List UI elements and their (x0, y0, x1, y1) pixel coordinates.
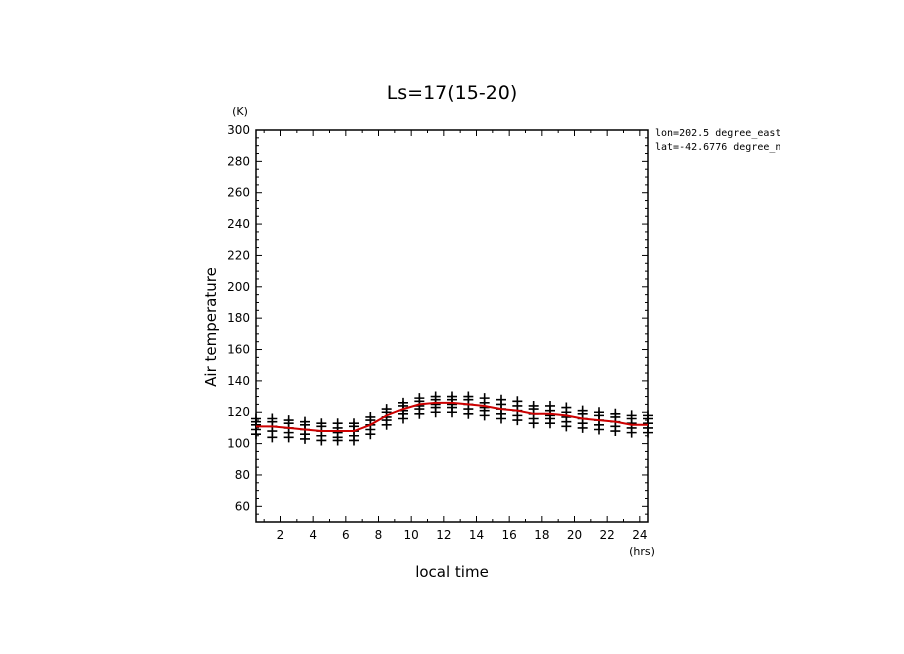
y-tick-label: 300 (227, 123, 250, 137)
data-point (479, 410, 490, 421)
data-point (594, 424, 604, 435)
data-point (267, 432, 278, 443)
data-point (512, 415, 523, 426)
data-point (430, 407, 441, 418)
x-tick-label: 8 (375, 528, 383, 542)
x-tick-label: 12 (436, 528, 451, 542)
x-axis-label: local time (415, 563, 489, 581)
data-point (300, 433, 310, 444)
y-tick-label: 140 (227, 374, 250, 388)
y-tick-label: 120 (227, 405, 250, 419)
x-tick-label: 10 (404, 528, 419, 542)
y-tick-label: 60 (235, 499, 250, 513)
data-point (349, 435, 359, 446)
y-tick-label: 180 (227, 311, 250, 325)
x-tick-label: 14 (469, 528, 484, 542)
data-point (626, 427, 637, 438)
y-tick-label: 260 (227, 186, 250, 200)
data-point (332, 435, 343, 446)
latitude-annotation: lat=-42.6776 degree_north (655, 142, 780, 153)
data-point (496, 413, 506, 424)
data-point (610, 426, 621, 437)
y-tick-label: 160 (227, 343, 250, 357)
y-tick-label: 80 (235, 468, 250, 482)
x-unit-label: (hrs) (629, 545, 655, 558)
y-tick-label: 100 (227, 437, 250, 451)
y-tick-label: 220 (227, 248, 250, 262)
x-tick-label: 24 (632, 528, 647, 542)
data-point (316, 435, 327, 446)
data-point (463, 408, 474, 419)
longitude-annotation: lon=202.5 degree_east (655, 128, 780, 139)
x-tick-label: 2 (277, 528, 285, 542)
x-tick-label: 22 (600, 528, 615, 542)
series-line (256, 401, 648, 433)
y-tick-label: 200 (227, 280, 250, 294)
y-axis-label: Air temperature (202, 267, 220, 387)
data-point (528, 418, 539, 429)
data-point (643, 427, 653, 438)
data-point (447, 407, 457, 418)
data-point (381, 419, 392, 430)
x-tick-label: 6 (342, 528, 350, 542)
chart-title: Ls=17(15-20) (387, 82, 518, 104)
x-tick-label: 20 (567, 528, 582, 542)
data-point (283, 432, 294, 443)
data-point (561, 421, 572, 432)
data-point (398, 413, 408, 424)
data-point (577, 422, 588, 433)
data-point (414, 408, 425, 419)
x-tick-label: 16 (502, 528, 517, 542)
data-point (365, 429, 376, 440)
x-tick-label: 18 (534, 528, 549, 542)
y-tick-label: 280 (227, 154, 250, 168)
x-tick-label: 4 (309, 528, 317, 542)
y-tick-label: 240 (227, 217, 250, 231)
y-unit-label: (K) (232, 105, 248, 118)
data-point (251, 429, 261, 440)
plot-frame (255, 129, 649, 523)
data-point (545, 418, 555, 429)
